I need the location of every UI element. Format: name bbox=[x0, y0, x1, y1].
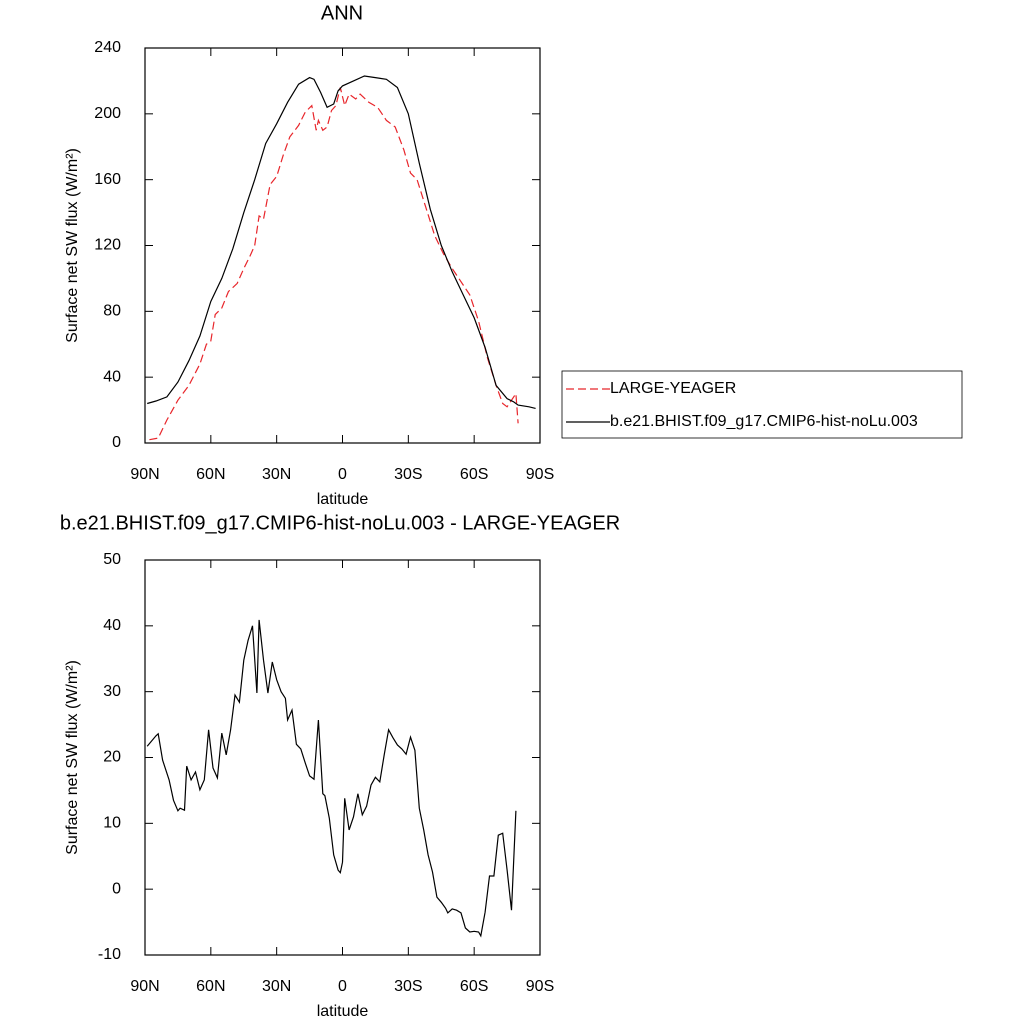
y-tick-label: 160 bbox=[94, 171, 121, 188]
x-tick-label: 90S bbox=[526, 466, 554, 483]
y-axis-label: Surface net SW flux (W/m²) bbox=[64, 660, 81, 855]
legend-label: LARGE-YEAGER bbox=[610, 380, 736, 397]
x-tick-label: 0 bbox=[338, 978, 347, 995]
data-line bbox=[146, 619, 517, 938]
legend-label: b.e21.BHIST.f09_g17.CMIP6-hist-noLu.003 bbox=[610, 413, 918, 430]
legend-box bbox=[561, 370, 963, 439]
x-axis-label: latitude bbox=[317, 1003, 369, 1020]
plot-frame bbox=[144, 559, 541, 956]
y-tick-label: 120 bbox=[94, 237, 121, 254]
x-tick-label: 60S bbox=[460, 466, 488, 483]
x-tick-label: 90N bbox=[130, 978, 159, 995]
chart-title: b.e21.BHIST.f09_g17.CMIP6-hist-noLu.003 … bbox=[60, 512, 620, 534]
x-tick-label: 60N bbox=[196, 466, 225, 483]
y-tick-label: 0 bbox=[112, 434, 121, 451]
data-line bbox=[147, 75, 536, 409]
legend: LARGE-YEAGER b.e21.BHIST.f09_g17.CMIP6-hi… bbox=[561, 370, 963, 439]
x-tick-label: 30S bbox=[394, 466, 422, 483]
y-axis-label: Surface net SW flux (W/m²) bbox=[64, 148, 81, 343]
x-tick-label: 30N bbox=[262, 466, 291, 483]
y-tick-label: 80 bbox=[103, 303, 121, 320]
chart-title: ANN bbox=[321, 2, 363, 24]
y-tick-label: 0 bbox=[112, 880, 121, 897]
y-tick-label: 30 bbox=[103, 683, 121, 700]
x-tick-label: 30S bbox=[394, 978, 422, 995]
y-tick-label: 50 bbox=[103, 551, 121, 568]
x-tick-label: 0 bbox=[338, 466, 347, 483]
x-tick-label: 60N bbox=[196, 978, 225, 995]
y-tick-label: 240 bbox=[94, 39, 121, 56]
y-tick-label: 200 bbox=[94, 105, 121, 122]
x-tick-label: 90S bbox=[526, 978, 554, 995]
y-tick-label: -10 bbox=[98, 946, 121, 963]
x-tick-label: 30N bbox=[262, 978, 291, 995]
x-axis-label: latitude bbox=[317, 491, 369, 508]
y-tick-label: 10 bbox=[103, 815, 121, 832]
y-tick-label: 40 bbox=[103, 368, 121, 385]
y-tick-label: 40 bbox=[103, 617, 121, 634]
x-tick-label: 90N bbox=[130, 466, 159, 483]
y-tick-label: 20 bbox=[103, 749, 121, 766]
plot-frame bbox=[144, 47, 541, 444]
x-tick-label: 60S bbox=[460, 978, 488, 995]
data-line bbox=[149, 87, 519, 441]
